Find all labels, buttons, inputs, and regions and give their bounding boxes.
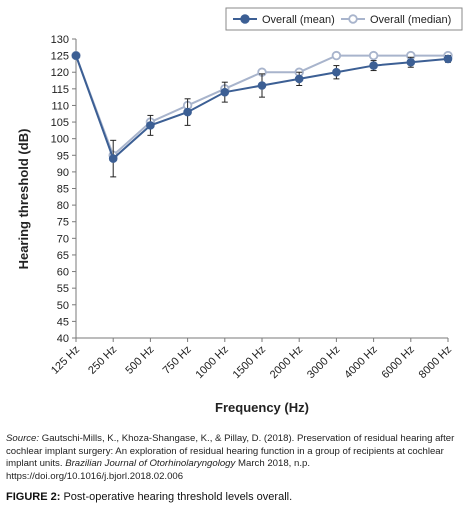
source-lead: Source: <box>6 433 40 444</box>
y-axis-ticks: 40 45 50 55 60 65 70 75 80 85 90 95 100 105 110 115 120 1… <box>51 34 76 345</box>
y-tick-label: 90 <box>57 167 69 179</box>
y-tick-label: 105 <box>51 117 69 129</box>
median-point <box>368 50 379 61</box>
x-tick-label: 750 Hz <box>161 344 194 377</box>
x-tick-label: 500 Hz <box>123 344 156 377</box>
mean-point <box>332 67 341 77</box>
y-tick-label: 80 <box>57 200 69 212</box>
y-tick-label: 110 <box>51 100 69 112</box>
x-tick-label: 125 Hz <box>49 344 82 377</box>
median-point <box>331 50 342 61</box>
y-tick-label: 125 <box>51 51 69 63</box>
mean-point <box>220 87 230 97</box>
y-tick-label: 75 <box>57 217 69 229</box>
y-tick-label: 115 <box>51 84 69 96</box>
x-tick-label: 3000 Hz <box>305 344 342 381</box>
x-axis-label: Frequency (Hz) <box>215 400 309 415</box>
figure-label: FIGURE 2: <box>6 491 61 503</box>
x-axis-ticks: 125 Hz 250 Hz 500 Hz 750 Hz 1000 Hz 1500 Hz 20… <box>49 338 454 381</box>
mean-point <box>443 54 453 64</box>
x-tick-label: 2000 Hz <box>268 344 305 381</box>
mean-point <box>183 107 192 117</box>
legend-item-mean: Overall (mean) <box>262 14 335 26</box>
y-tick-label: 60 <box>57 267 69 279</box>
x-tick-label: 6000 Hz <box>379 344 416 381</box>
mean-point <box>257 81 267 90</box>
source-journal: Brazilian Journal of Otorhinolaryngology <box>65 458 236 470</box>
y-tick-label: 55 <box>57 283 69 295</box>
x-tick-label: 8000 Hz <box>417 344 454 381</box>
source-note: Source: Gautschi-Mills, K., Khoza-Shanga… <box>6 433 470 483</box>
y-tick-label: 85 <box>57 184 69 196</box>
plot-area <box>71 50 453 178</box>
legend-swatch-marker <box>348 14 358 24</box>
y-tick-label: 95 <box>57 150 69 162</box>
mean-point <box>406 57 416 67</box>
mean-point <box>146 121 155 130</box>
y-tick-label: 70 <box>57 233 69 245</box>
figure-caption: FIGURE 2: Post-operative hearing thresho… <box>6 490 470 504</box>
source-tail: March 2018, n.p. https://doi.org/10.1016… <box>6 458 310 482</box>
x-tick-label: 250 Hz <box>86 344 119 377</box>
x-tick-label: 4000 Hz <box>342 344 379 381</box>
y-tick-label: 50 <box>57 300 69 312</box>
line-chart: Overall (mean) Overall (median) 40 45 50 55 6… <box>16 7 463 415</box>
mean-point <box>294 74 304 84</box>
y-tick-label: 40 <box>57 333 69 345</box>
figure-caption-text: Post-operative hearing threshold levels … <box>60 491 293 503</box>
mean-point <box>108 154 118 163</box>
y-tick-label: 130 <box>51 34 69 46</box>
y-axis-label: Hearing threshold (dB) <box>16 129 31 270</box>
y-tick-label: 120 <box>51 67 69 79</box>
y-tick-label: 65 <box>57 250 69 262</box>
legend-item-median: Overall (median) <box>370 14 451 26</box>
source-text: Gautschi-Mills, K., Khoza-Shangase, K., … <box>6 433 455 470</box>
legend-swatch-marker <box>240 14 250 24</box>
mean-point <box>71 51 81 60</box>
x-tick-label: 1000 Hz <box>193 344 230 381</box>
y-tick-label: 45 <box>57 316 69 328</box>
x-tick-label: 1500 Hz <box>231 344 268 381</box>
mean-point <box>369 61 378 70</box>
y-tick-label: 100 <box>51 134 69 146</box>
legend: Overall (mean) Overall (median) <box>225 7 463 31</box>
